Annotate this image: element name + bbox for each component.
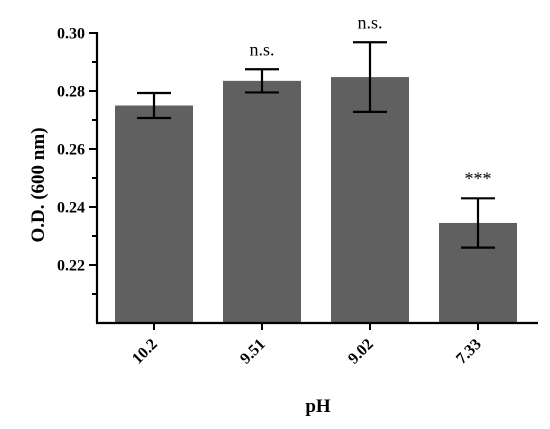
error-bars-layer — [137, 41, 495, 249]
y-tick-label: 0.26 — [57, 142, 85, 159]
bar — [331, 77, 409, 323]
significance-label: n.s. — [357, 12, 382, 32]
x-tick-label: 7.33 — [453, 336, 485, 368]
y-tick-label: 0.22 — [57, 258, 85, 275]
bar — [223, 80, 301, 323]
significance-label: n.s. — [249, 39, 274, 59]
y-ticks-layer: 0.22 0.24 0.26 0.28 0.30 — [57, 26, 97, 295]
x-tick-label: 9.51 — [237, 336, 269, 368]
y-tick-label: 0.28 — [57, 84, 85, 101]
bar — [115, 105, 193, 323]
y-axis-title: O.D. (600 nm) — [28, 127, 49, 242]
y-tick-label: 0.30 — [57, 26, 85, 43]
significance-label: *** — [465, 168, 492, 188]
x-ticks-layer: 10.2 9.51 9.02 7.33 — [129, 323, 485, 368]
annotations-layer: n.s. n.s. *** — [249, 12, 491, 188]
y-tick-label: 0.24 — [57, 200, 85, 217]
x-tick-label: 9.02 — [345, 336, 377, 368]
x-tick-label: 10.2 — [129, 336, 161, 368]
x-axis-title: pH — [305, 396, 331, 417]
bars-layer — [115, 77, 517, 323]
